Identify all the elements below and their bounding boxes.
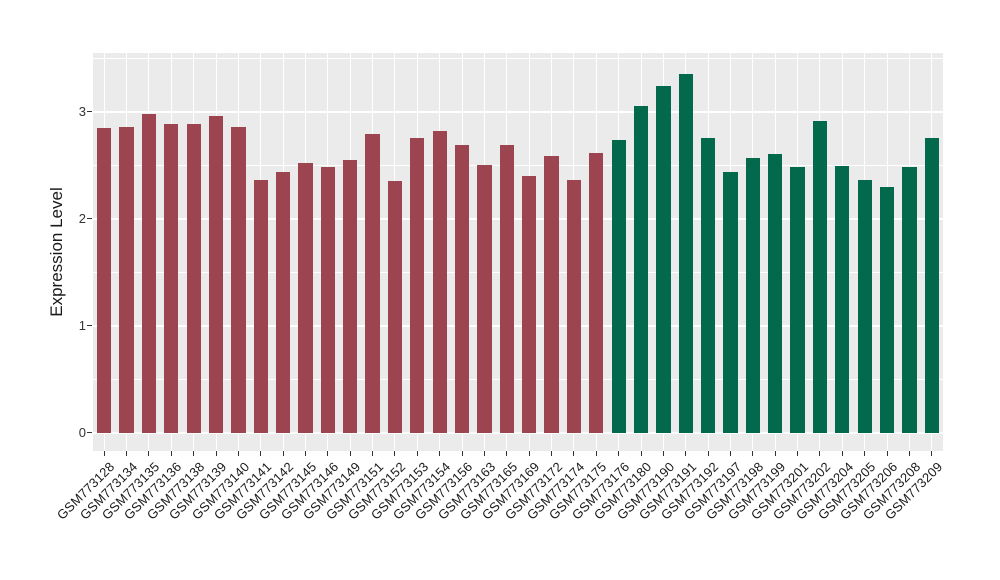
bar bbox=[902, 167, 917, 433]
bar bbox=[186, 123, 201, 433]
bar bbox=[275, 171, 291, 433]
bar bbox=[589, 152, 604, 433]
x-tick bbox=[327, 451, 329, 456]
grid-line-major bbox=[93, 432, 943, 434]
grid-line-major bbox=[93, 325, 943, 327]
x-tick bbox=[528, 451, 530, 456]
x-tick bbox=[506, 451, 508, 456]
plot-panel bbox=[93, 53, 943, 451]
bar bbox=[544, 155, 559, 433]
bar bbox=[410, 137, 425, 433]
bar bbox=[387, 181, 403, 433]
bar bbox=[343, 159, 358, 433]
x-tick bbox=[237, 451, 239, 456]
bar bbox=[678, 74, 693, 433]
x-tick bbox=[148, 451, 150, 456]
bar bbox=[768, 153, 783, 433]
x-tick bbox=[461, 451, 463, 456]
grid-line-major bbox=[93, 218, 943, 220]
x-tick bbox=[282, 451, 284, 456]
x-tick bbox=[103, 451, 105, 456]
bar bbox=[633, 106, 649, 433]
y-axis-title: Expression Level bbox=[47, 187, 66, 317]
bar bbox=[499, 145, 514, 433]
grid-line-minor bbox=[93, 164, 943, 166]
bar bbox=[835, 166, 850, 433]
bar bbox=[253, 180, 268, 433]
y-tick-label: 2 bbox=[78, 210, 86, 226]
x-tick bbox=[797, 451, 799, 456]
grid-line-major bbox=[93, 111, 943, 113]
x-tick bbox=[752, 451, 754, 456]
bar bbox=[723, 171, 738, 433]
bar bbox=[477, 165, 492, 433]
x-tick bbox=[707, 451, 709, 456]
bar bbox=[365, 134, 380, 433]
bar bbox=[566, 180, 582, 433]
x-tick bbox=[126, 451, 128, 456]
x-tick bbox=[931, 451, 933, 456]
x-tick bbox=[573, 451, 575, 456]
x-tick bbox=[215, 451, 217, 456]
bar bbox=[231, 126, 246, 433]
bar bbox=[141, 113, 157, 433]
x-tick bbox=[439, 451, 441, 456]
x-tick bbox=[260, 451, 262, 456]
x-tick bbox=[551, 451, 553, 456]
x-tick bbox=[685, 451, 687, 456]
x-tick bbox=[864, 451, 866, 456]
x-tick bbox=[305, 451, 306, 456]
x-tick bbox=[394, 451, 396, 456]
bar bbox=[812, 121, 828, 433]
x-tick bbox=[841, 451, 843, 456]
bar bbox=[879, 186, 895, 433]
bar bbox=[164, 123, 179, 433]
bar bbox=[320, 167, 336, 433]
x-tick bbox=[483, 451, 485, 456]
x-tick bbox=[349, 451, 351, 456]
bar bbox=[522, 176, 537, 433]
y-tick bbox=[87, 325, 92, 327]
x-tick bbox=[193, 451, 195, 456]
y-tick-label: 0 bbox=[78, 424, 86, 440]
y-tick bbox=[87, 218, 92, 220]
bar bbox=[857, 180, 872, 433]
y-tick-label: 1 bbox=[78, 317, 86, 333]
bar bbox=[119, 126, 134, 433]
x-tick bbox=[640, 451, 642, 456]
bar bbox=[745, 157, 761, 433]
x-tick bbox=[730, 451, 731, 456]
bar bbox=[611, 139, 626, 433]
x-tick bbox=[819, 451, 821, 456]
x-tick bbox=[662, 451, 664, 456]
x-tick bbox=[886, 451, 888, 456]
y-tick-label: 3 bbox=[78, 103, 86, 119]
bar bbox=[454, 145, 470, 433]
x-tick bbox=[372, 451, 374, 456]
grid-line-minor bbox=[93, 271, 943, 273]
x-tick bbox=[908, 451, 910, 456]
x-tick bbox=[595, 451, 597, 456]
grid-line-minor bbox=[93, 57, 943, 59]
x-tick bbox=[774, 451, 776, 456]
bar bbox=[298, 163, 313, 433]
y-tick bbox=[87, 432, 92, 434]
bar bbox=[790, 167, 805, 433]
bar bbox=[656, 86, 671, 433]
bar bbox=[97, 127, 112, 433]
x-tick bbox=[170, 451, 172, 456]
bar bbox=[432, 131, 447, 433]
x-tick bbox=[416, 451, 418, 456]
grid-line-minor bbox=[93, 378, 943, 380]
bar bbox=[924, 137, 939, 433]
y-tick bbox=[87, 111, 92, 113]
bar bbox=[208, 116, 224, 433]
bar bbox=[700, 137, 716, 433]
x-tick bbox=[618, 451, 620, 456]
